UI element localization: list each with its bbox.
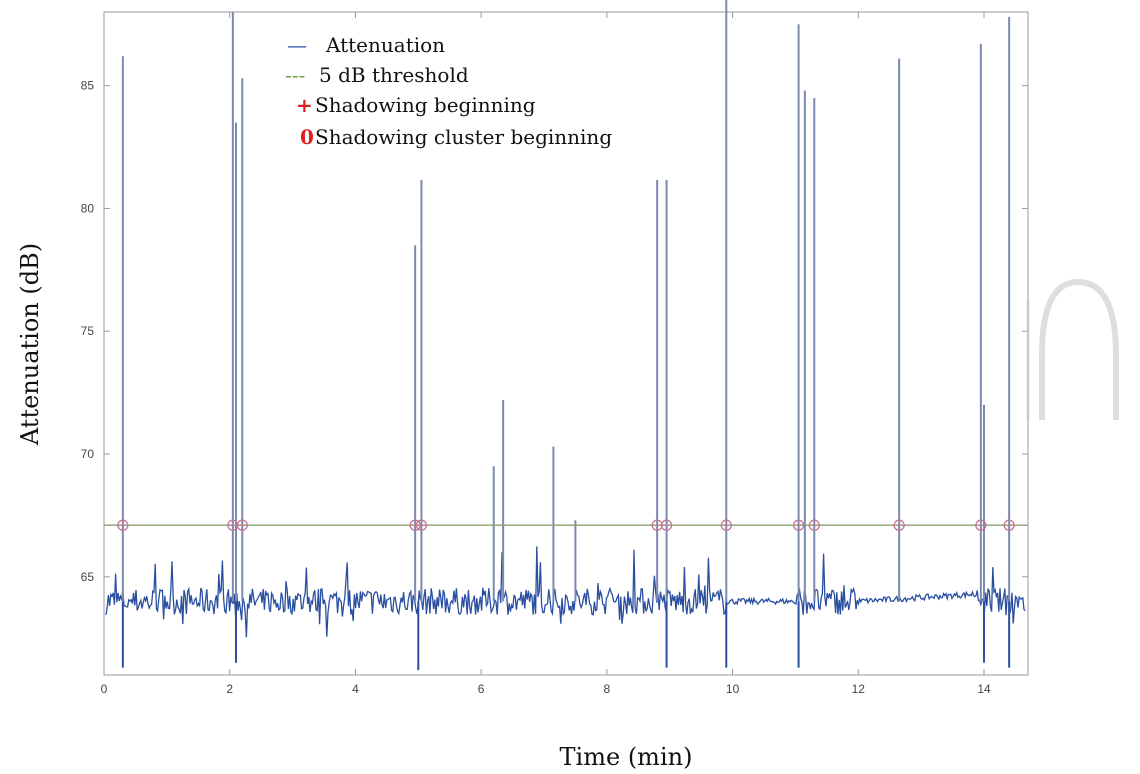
- shadowing-marker: [975, 519, 987, 531]
- shadowing-marker: [720, 519, 732, 531]
- x-tick-label: 14: [977, 682, 991, 696]
- attenuation-spikes: [121, 0, 1011, 671]
- shadowing-marker: [236, 519, 248, 531]
- legend-label-cluster: Shadowing cluster beginning: [315, 125, 612, 149]
- x-tick-label: 10: [726, 682, 740, 696]
- y-tick-label: 80: [81, 201, 95, 215]
- x-tick-label: 4: [352, 682, 359, 696]
- x-axis-title: Time (min): [560, 743, 693, 771]
- x-tick-label: 8: [604, 682, 611, 696]
- shadowing-marker: [792, 519, 805, 531]
- legend-label-threshold: 5 dB threshold: [319, 63, 469, 87]
- legend-box: [282, 28, 672, 180]
- legend-symbol-threshold: ---: [285, 63, 305, 87]
- legend-symbol-cluster: 0: [300, 125, 314, 149]
- legend-label-shadowing: Shadowing beginning: [315, 93, 536, 117]
- legend: — Attenuation --- 5 dB threshold + Shado…: [282, 28, 672, 180]
- x-tick-label: 12: [852, 682, 866, 696]
- shadowing-marker: [1003, 519, 1015, 531]
- plot-frame: [103, 11, 1029, 676]
- y-axis-title: Attenuation (dB): [16, 243, 44, 446]
- x-tick-label: 2: [226, 682, 233, 696]
- shadowing-marker: [660, 519, 673, 531]
- x-tick-label: 0: [101, 682, 108, 696]
- tick-marks: [103, 12, 1028, 675]
- watermark-logo: [1026, 278, 1119, 420]
- y-tick-label: 65: [81, 570, 95, 584]
- attenuation-noise: [105, 546, 1026, 638]
- attenuation-line: [105, 546, 1026, 638]
- x-tick-label: 6: [478, 682, 485, 696]
- shadowing-marker: [893, 519, 905, 531]
- legend-label-attenuation: Attenuation: [325, 33, 445, 57]
- y-tick-label: 75: [81, 324, 95, 338]
- shadowing-markers: [117, 519, 1015, 531]
- legend-symbol-attenuation: —: [287, 33, 307, 57]
- shadowing-marker: [808, 519, 820, 531]
- tick-labels: 0 2 4 6 8 10 12 14 65 70 75 80 85: [81, 79, 991, 696]
- shadowing-marker: [117, 519, 129, 531]
- shadowing-marker: [415, 519, 428, 531]
- y-tick-label: 70: [81, 447, 95, 461]
- y-tick-label: 85: [81, 79, 95, 93]
- legend-symbol-shadowing: +: [296, 93, 313, 117]
